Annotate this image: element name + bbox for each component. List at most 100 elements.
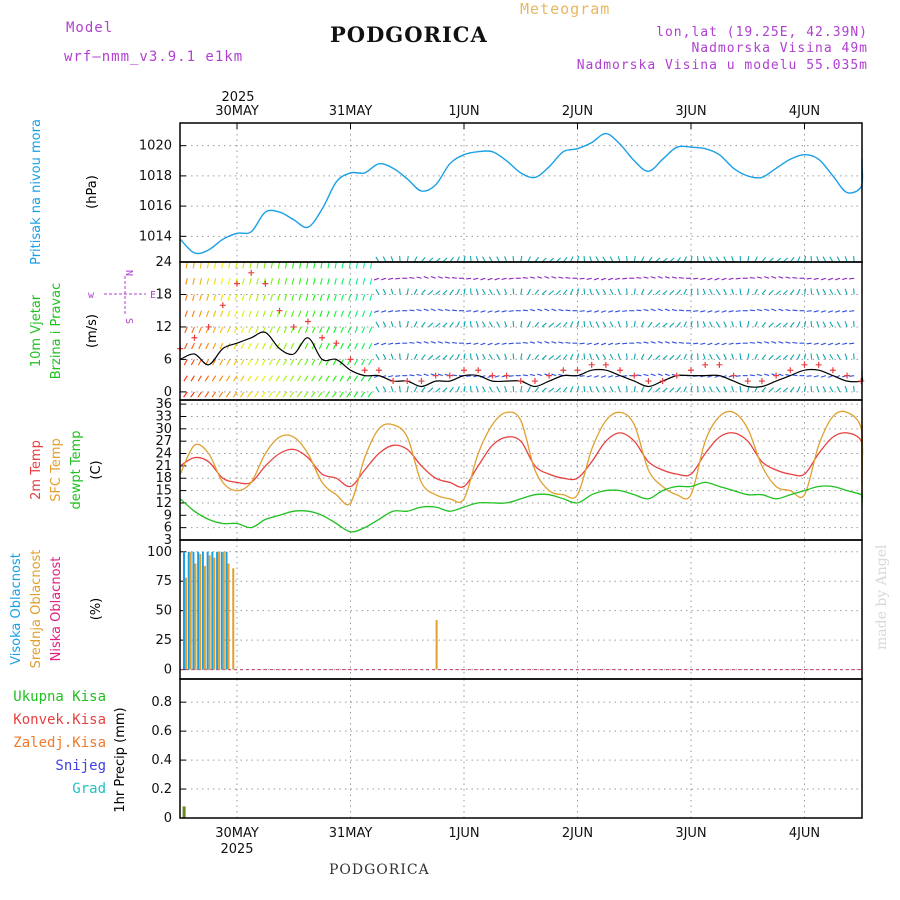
wind-arrow (437, 373, 443, 377)
wind-arrow (608, 342, 614, 346)
wind-arrow (569, 386, 574, 393)
wind-arrow (254, 391, 259, 398)
wind-arrow (721, 342, 727, 346)
cloud-mid-bar (199, 554, 202, 670)
wind-arrow (269, 326, 273, 334)
wind-arrow (593, 277, 599, 281)
wind-arrow (595, 256, 600, 263)
wind-arrow (233, 375, 238, 382)
wind-arrow (702, 288, 706, 295)
wind-arrow (291, 294, 295, 301)
wind-arrow (707, 310, 713, 313)
wind-arrow (456, 288, 460, 295)
wind-arrow (226, 359, 231, 366)
wind-arrow (233, 342, 238, 350)
wind-arrow (527, 386, 531, 393)
wind-arrow (456, 256, 460, 263)
wind-arrow (451, 341, 457, 344)
wind-arrow (375, 353, 380, 360)
wind-arrow (354, 310, 359, 318)
gust-marker (801, 361, 808, 368)
wind-arrow (289, 375, 295, 382)
wind-arrow (529, 276, 536, 279)
wind-arrow (602, 256, 607, 263)
wind-arrow (835, 342, 841, 346)
wind-arrow (747, 353, 750, 360)
wind-arrow (494, 375, 500, 378)
wind-arrow (362, 278, 366, 285)
wind-arrow (714, 277, 720, 281)
gust-marker (219, 302, 226, 309)
wind-arrow (707, 277, 713, 281)
wind-arrow (221, 261, 224, 269)
wind-arrow (508, 310, 514, 312)
wind-arrow (247, 359, 252, 366)
wind-arrow (608, 375, 614, 378)
wind-arrow (341, 261, 344, 269)
wind-arrow (212, 310, 217, 318)
cloud-mid-bar (203, 565, 206, 670)
wind-arrow (778, 276, 784, 279)
wind-arrow (739, 385, 742, 392)
wind-arrow (648, 321, 653, 328)
wind-arrow (318, 359, 323, 366)
wind-arrow (664, 276, 670, 279)
day-label-top: 31MAY (329, 104, 373, 119)
wind-compass: w E N S (88, 270, 156, 324)
wind-arrow (240, 375, 245, 382)
wind-arrow (764, 341, 770, 344)
wind-arrow (739, 320, 742, 327)
wind-arrow (312, 278, 316, 285)
wind-arrow (544, 276, 550, 279)
wind-arrow (700, 277, 706, 280)
wind-arrow (199, 294, 203, 301)
wind-arrow (849, 310, 855, 312)
wind-arrow (816, 256, 820, 263)
wind-arrow (693, 342, 699, 345)
wind-arrow (643, 276, 649, 279)
wind-arrow (829, 386, 834, 393)
wind-arrow (562, 321, 568, 328)
wind-arrow (816, 353, 820, 360)
wind-arrow (529, 308, 536, 312)
wind-arrow (504, 256, 508, 263)
wind-arrow (473, 277, 479, 280)
wind-arrow (842, 277, 848, 280)
wind-arrow (298, 310, 302, 318)
wind-arrow (488, 288, 493, 295)
wind-arrow (340, 326, 344, 334)
gust-marker (262, 280, 269, 287)
temp-2m-label: 2m Temp (29, 440, 44, 500)
wind-arrow (255, 310, 259, 318)
pressure-label: Pritisak na nivou mora (29, 119, 44, 265)
wind-arrow (771, 276, 777, 279)
wind-arrow (319, 310, 323, 318)
wind-arrow (522, 341, 528, 344)
gust-marker (304, 318, 311, 325)
cloud-mid-bar (227, 563, 230, 670)
wind-arrow (782, 322, 788, 328)
wind-arrow (256, 261, 259, 269)
wind-arrow (508, 342, 514, 345)
wind-arrow (428, 289, 434, 295)
wind-arrow (437, 276, 443, 279)
wind-arrow (723, 353, 727, 360)
model-label: Model (66, 20, 114, 36)
day-label-bottom: 3JUN (675, 826, 706, 841)
wind-arrow (382, 386, 387, 393)
wind-arrow (353, 375, 359, 382)
wind-arrow (241, 294, 245, 301)
wind-arrow (768, 387, 774, 393)
y-tick-label: 1014 (139, 229, 172, 244)
wind-arrow (421, 256, 426, 263)
wind-arrow (421, 386, 426, 393)
wind-arrow (428, 354, 434, 360)
wind-arrow (709, 353, 713, 360)
wind-arrow (268, 359, 273, 366)
wind-arrow (347, 342, 351, 350)
wind-arrow (469, 255, 472, 263)
wind-arrow (361, 326, 366, 334)
wind-arrow (241, 326, 245, 334)
y-tick-label: 18 (155, 287, 172, 302)
wind-arrow (361, 310, 366, 318)
